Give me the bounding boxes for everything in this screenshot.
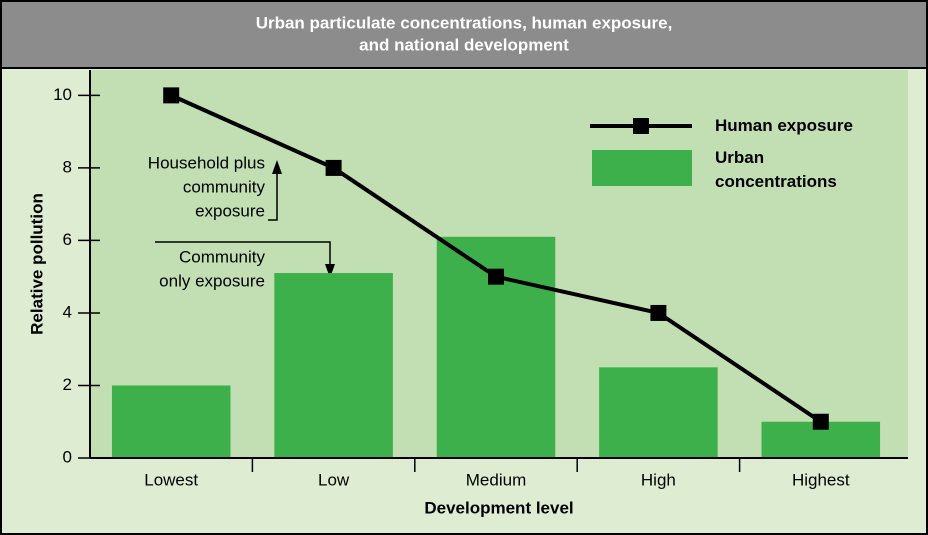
marker [325,159,342,176]
chart-title: and national development [359,35,569,54]
y-tick-label: 10 [53,85,72,104]
marker [650,304,667,321]
arrowhead [272,160,282,174]
x-axis-label: Development level [424,498,573,517]
annotation: only exposure [159,271,265,290]
x-tick-label: Medium [466,470,526,489]
y-axis-label: Relative pollution [27,193,46,335]
y-tick-label: 8 [63,157,72,176]
annotation: community [183,177,266,196]
bar [599,367,718,458]
bar [111,385,231,458]
y-tick-label: 2 [63,375,72,394]
y-tick-label: 0 [63,447,72,466]
bar [274,273,393,458]
title-bar [0,0,928,69]
x-tick-label: Low [318,470,350,489]
marker [812,413,829,430]
y-tick-label: 6 [63,230,72,249]
x-tick-label: Lowest [144,470,198,489]
annotation: exposure [195,201,265,220]
legend-swatch [592,150,692,186]
annotation: Household plus [148,153,265,172]
x-tick-label: Highest [792,470,850,489]
legend-label: Urban concentrations [715,148,837,191]
y-tick-label: 4 [63,302,72,321]
arrowhead [325,264,335,278]
annotation: Community [179,247,265,266]
legend-label: Human exposure [715,116,853,135]
marker [163,87,180,104]
x-tick-label: High [641,470,676,489]
chart-title: Urban particulate concentrations, human … [256,13,673,32]
legend-swatch [633,118,649,134]
marker [488,268,504,285]
annotation-arrows [155,172,331,266]
